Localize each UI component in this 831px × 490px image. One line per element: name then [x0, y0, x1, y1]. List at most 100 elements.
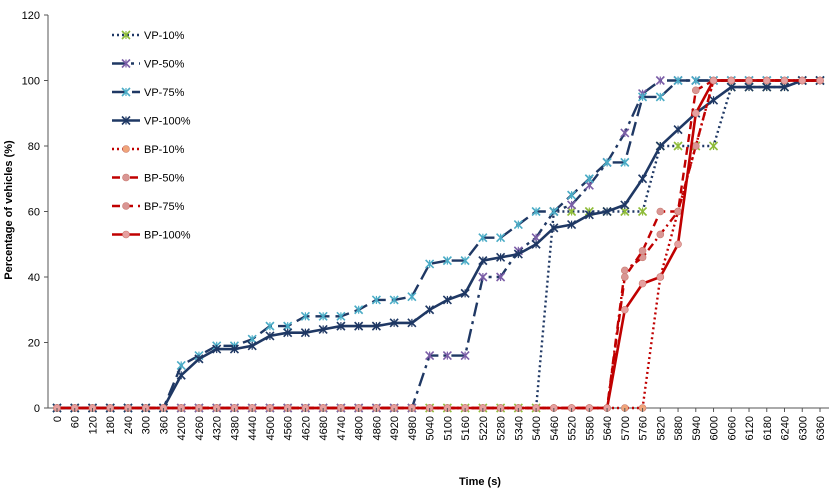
legend-label: BP-100%	[144, 230, 191, 242]
data-point	[513, 249, 523, 259]
data-point	[460, 351, 470, 361]
data-point	[567, 200, 577, 210]
x-tick-label: 180	[105, 416, 117, 434]
data-point	[655, 141, 665, 151]
data-point	[318, 324, 328, 334]
x-axis-title: Time (s)	[459, 476, 501, 488]
legend-label: VP-50%	[144, 59, 185, 71]
data-point	[300, 311, 310, 321]
data-point	[496, 233, 506, 243]
data-point	[336, 321, 346, 331]
x-tick-label: 5520	[567, 416, 579, 440]
x-tick-label: 5340	[513, 416, 525, 440]
data-point	[762, 82, 772, 92]
x-tick-label: 120	[87, 416, 99, 434]
x-tick-label: 5760	[638, 416, 650, 440]
data-point	[549, 206, 559, 217]
data-point	[655, 92, 665, 102]
data-point	[460, 256, 470, 266]
data-point	[798, 76, 807, 85]
data-point	[620, 200, 630, 210]
data-point	[407, 318, 417, 328]
x-tick-label: 5400	[531, 416, 543, 440]
x-tick-label: 5880	[673, 416, 685, 440]
x-tick-label: 4800	[354, 416, 366, 440]
x-tick-label: 6180	[762, 416, 774, 440]
x-tick-label: 4680	[318, 416, 330, 440]
data-point	[425, 305, 435, 315]
data-point	[637, 92, 648, 102]
x-tick-label: 360	[158, 416, 170, 434]
data-point	[762, 76, 771, 85]
data-point	[780, 76, 789, 85]
data-point	[656, 230, 665, 239]
x-tick-label: 4920	[389, 416, 401, 440]
legend-label: BP-10%	[144, 144, 185, 156]
x-tick-label: 5580	[584, 416, 596, 440]
data-point	[779, 82, 790, 92]
data-point	[247, 341, 257, 351]
legend-item: BP-10%	[112, 144, 185, 156]
data-point	[425, 351, 435, 361]
x-tick-label: 4440	[247, 416, 259, 440]
legend-item: BP-75%	[112, 201, 185, 213]
series-line	[57, 79, 820, 410]
data-point	[637, 206, 648, 217]
x-tick-label: 5280	[496, 416, 508, 440]
x-tick-label: 6360	[815, 416, 827, 440]
data-point	[674, 207, 682, 216]
data-point	[283, 328, 293, 338]
data-point	[709, 76, 718, 85]
y-tick-label: 0	[34, 403, 40, 415]
y-tick-label: 20	[28, 338, 40, 350]
data-point	[567, 190, 577, 200]
data-point	[584, 210, 594, 220]
data-point	[176, 360, 186, 370]
legend-marker	[121, 115, 131, 126]
data-point	[691, 75, 701, 86]
data-point	[212, 344, 222, 354]
data-point	[708, 95, 719, 105]
data-point	[389, 295, 399, 305]
y-tick-label: 40	[28, 272, 40, 284]
x-tick-label: 5640	[602, 416, 614, 440]
data-point	[300, 328, 310, 338]
data-point	[602, 206, 612, 217]
data-point	[265, 331, 275, 341]
legend: VP-10% VP-50% VP-75% VP-100% BP-10% BP-50% BP-…	[112, 30, 191, 242]
data-point	[496, 272, 506, 282]
x-tick-label: 4380	[229, 416, 241, 440]
data-point	[691, 109, 700, 118]
data-point	[621, 273, 629, 281]
x-tick-label: 300	[141, 416, 153, 434]
tick-layer: 0 20 40 60 80 100 120 0 60 120 180 240 300 360 4200 426…	[22, 10, 827, 440]
data-point	[496, 252, 506, 262]
series-line	[57, 79, 820, 410]
x-tick-label: 6000	[709, 416, 721, 440]
data-point	[726, 82, 736, 92]
data-point	[478, 256, 488, 266]
x-tick-label: 5100	[442, 416, 454, 440]
legend-item: VP-100%	[112, 116, 191, 128]
data-point	[371, 295, 381, 305]
x-tick-label: 4260	[194, 416, 206, 440]
legend-item: VP-50%	[112, 59, 185, 71]
data-point	[460, 288, 470, 298]
series-line	[57, 79, 820, 410]
data-point	[318, 311, 328, 321]
data-point	[584, 174, 594, 184]
legend-label: BP-75%	[144, 201, 185, 213]
data-point	[549, 223, 559, 233]
data-point	[708, 141, 719, 151]
data-point	[727, 76, 736, 85]
data-point	[194, 354, 204, 364]
x-tick-label: 6120	[744, 416, 756, 440]
data-point	[478, 233, 488, 243]
x-tick-label: 5220	[478, 416, 490, 440]
x-tick-label: 6060	[726, 416, 738, 440]
legend-marker	[121, 87, 131, 97]
data-point	[407, 292, 417, 302]
legend-marker	[122, 173, 130, 182]
series-line	[57, 79, 820, 410]
x-tick-label: 5700	[620, 416, 632, 440]
